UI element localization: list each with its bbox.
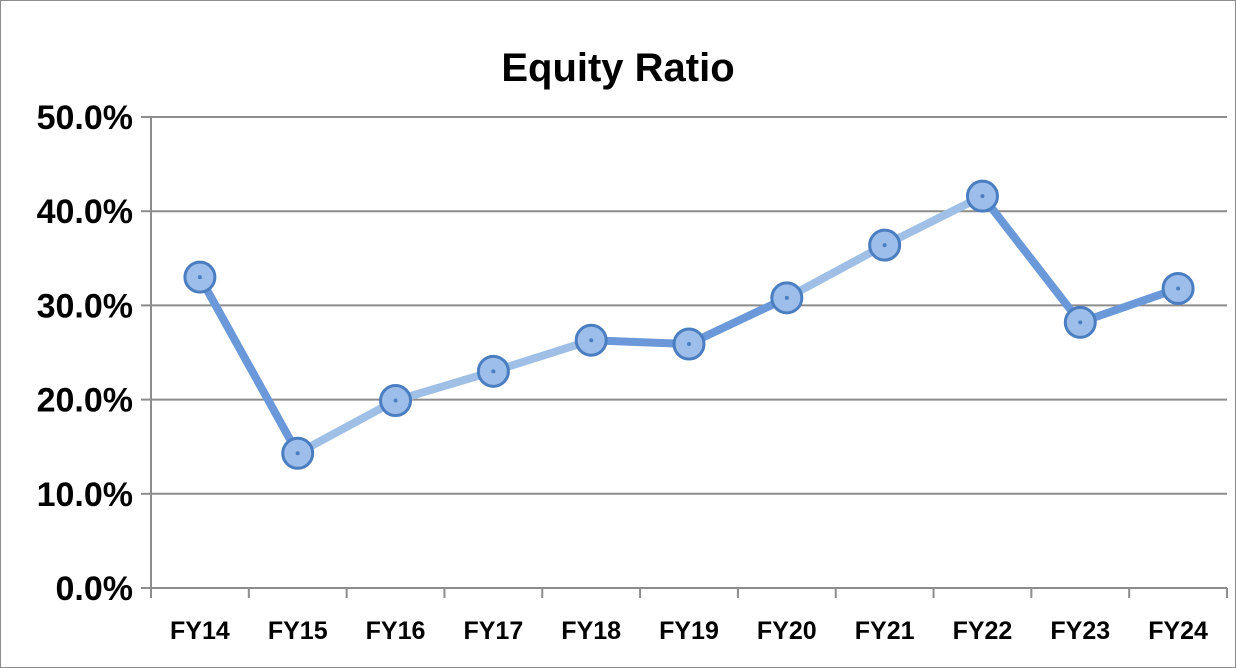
data-point-center [197, 275, 202, 280]
x-tick-label: FY23 [1050, 617, 1110, 645]
line-segment [293, 396, 400, 458]
y-tick-label: 40.0% [37, 193, 133, 231]
line-segment [1076, 284, 1183, 327]
line-segment [685, 293, 791, 349]
chart-title: Equity Ratio [501, 46, 734, 90]
y-axis: 0.0% 10.0% 20.0% 30.0% 40.0% 50.0% [37, 99, 152, 608]
line-segment [782, 241, 889, 302]
x-tick-label: FY22 [953, 617, 1013, 645]
data-point-center [687, 342, 691, 347]
x-tick-label: FY17 [463, 617, 523, 645]
x-tick-label: FY14 [170, 617, 230, 645]
data-point-center [295, 451, 300, 456]
series-line [195, 192, 1183, 458]
line-segment [489, 336, 596, 376]
data-point-center [1078, 320, 1083, 325]
data-point-center [980, 194, 985, 199]
y-tick-label: 50.0% [37, 99, 133, 137]
x-tick-label: FY18 [561, 617, 621, 645]
y-tick-label: 30.0% [37, 287, 133, 325]
line-segment [391, 367, 498, 405]
x-axis: FY14 FY15 FY16 FY17 FY18 FY19 FY20 FY21 FY22 FY23… [150, 587, 1228, 645]
x-tick-label: FY20 [757, 617, 817, 645]
data-point-center [784, 295, 789, 300]
y-tick-label: 10.0% [37, 476, 133, 514]
data-point-center [491, 369, 496, 374]
series-markers [183, 179, 1195, 470]
x-tick-label: FY24 [1148, 617, 1208, 645]
y-tick-label: 20.0% [37, 382, 133, 420]
data-point-center [393, 398, 398, 403]
x-tick-label: FY15 [268, 617, 328, 645]
gridlines [151, 116, 1227, 495]
line-segment [195, 273, 302, 458]
y-tick-label: 0.0% [56, 570, 134, 608]
x-tick-label: FY16 [366, 617, 426, 645]
line-segment [978, 192, 1085, 327]
x-tick-label: FY19 [659, 617, 719, 645]
data-point-center [589, 338, 594, 343]
data-point-center [1176, 286, 1181, 291]
x-tick-label: FY21 [855, 617, 915, 645]
line-segment [880, 192, 987, 250]
data-point-center [882, 243, 887, 248]
